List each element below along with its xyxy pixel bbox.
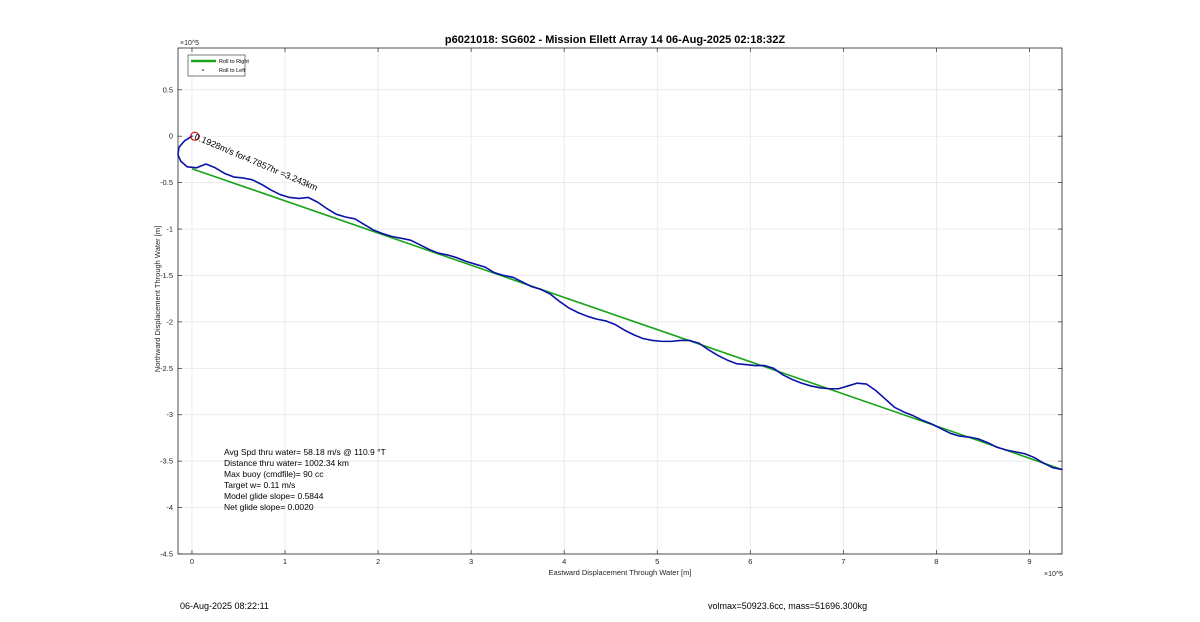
x-tick-label: 2 — [376, 557, 380, 566]
y-tick-label: 0.5 — [163, 85, 173, 94]
y-tick-label: -4 — [166, 503, 173, 512]
footer-volmax-mass: volmax=50923.6cc, mass=51696.300kg — [708, 601, 868, 611]
y-axis-label: Northward Displacement Through Water [m] — [153, 226, 162, 372]
y-tick-label: -2.5 — [160, 364, 173, 373]
stats-annotations: Avg Spd thru water= 58.18 m/s @ 110.9 °T… — [224, 447, 386, 512]
y-tick-label: -1 — [166, 225, 173, 234]
x-tick-label: 7 — [841, 557, 845, 566]
x-tick-label: 4 — [562, 557, 566, 566]
grid — [178, 48, 1062, 555]
glider-track-line — [177, 135, 1063, 471]
y-tick-label: -3.5 — [160, 457, 173, 466]
stats-line: Target w= 0.11 m/s — [224, 480, 295, 490]
x-tick-label: 8 — [934, 557, 938, 566]
stats-line: Avg Spd thru water= 58.18 m/s @ 110.9 °T — [224, 447, 386, 457]
x-exponent-label: ×10^5 — [1044, 571, 1063, 578]
footer-timestamp: 06-Aug-2025 08:22:11 — [180, 601, 269, 611]
x-tick-label: 3 — [469, 557, 473, 566]
y-tick-label: -0.5 — [160, 178, 173, 187]
legend: Roll to Right Roll to Left — [187, 54, 249, 77]
y-tick-label: -4.5 — [160, 550, 173, 559]
y-exponent-label: ×10^5 — [180, 40, 199, 47]
y-tick-label: -3 — [166, 410, 173, 419]
legend-label-roll-right: Roll to Right — [219, 59, 249, 65]
net-glide-line — [191, 167, 1063, 471]
chart-title: p6021018: SG602 - Mission Ellett Array 1… — [445, 34, 785, 46]
y-tick-label: 0 — [169, 132, 173, 141]
x-tick-label: 0 — [190, 557, 194, 566]
plot-series — [177, 131, 1063, 471]
axis-ticks: 0 1 2 3 4 5 6 7 8 9 0.5 0 -0.5 -1 -1.5 -2 -2.5 -3 -3.5 -4 -4… — [160, 48, 1062, 566]
stats-line: Net glide slope= 0.0020 — [224, 502, 314, 512]
y-tick-label: -1.5 — [160, 271, 173, 280]
y-tick-label: -2 — [166, 317, 173, 326]
axes-box — [177, 47, 1063, 555]
x-tick-label: 9 — [1027, 557, 1031, 566]
x-tick-label: 6 — [748, 557, 752, 566]
start-marker — [190, 131, 200, 141]
x-tick-label: 5 — [655, 557, 659, 566]
legend-label-roll-left: Roll to Left — [219, 68, 246, 74]
x-axis-label: Eastward Displacement Through Water [m] — [549, 568, 692, 577]
stats-line: Distance thru water= 1002.34 km — [224, 458, 349, 468]
legend-swatch-roll-left — [202, 69, 204, 71]
stats-line: Model glide slope= 0.5844 — [224, 491, 324, 501]
x-tick-label: 1 — [283, 557, 287, 566]
stats-line: Max buoy (cmdfile)= 90 cc — [224, 469, 324, 479]
